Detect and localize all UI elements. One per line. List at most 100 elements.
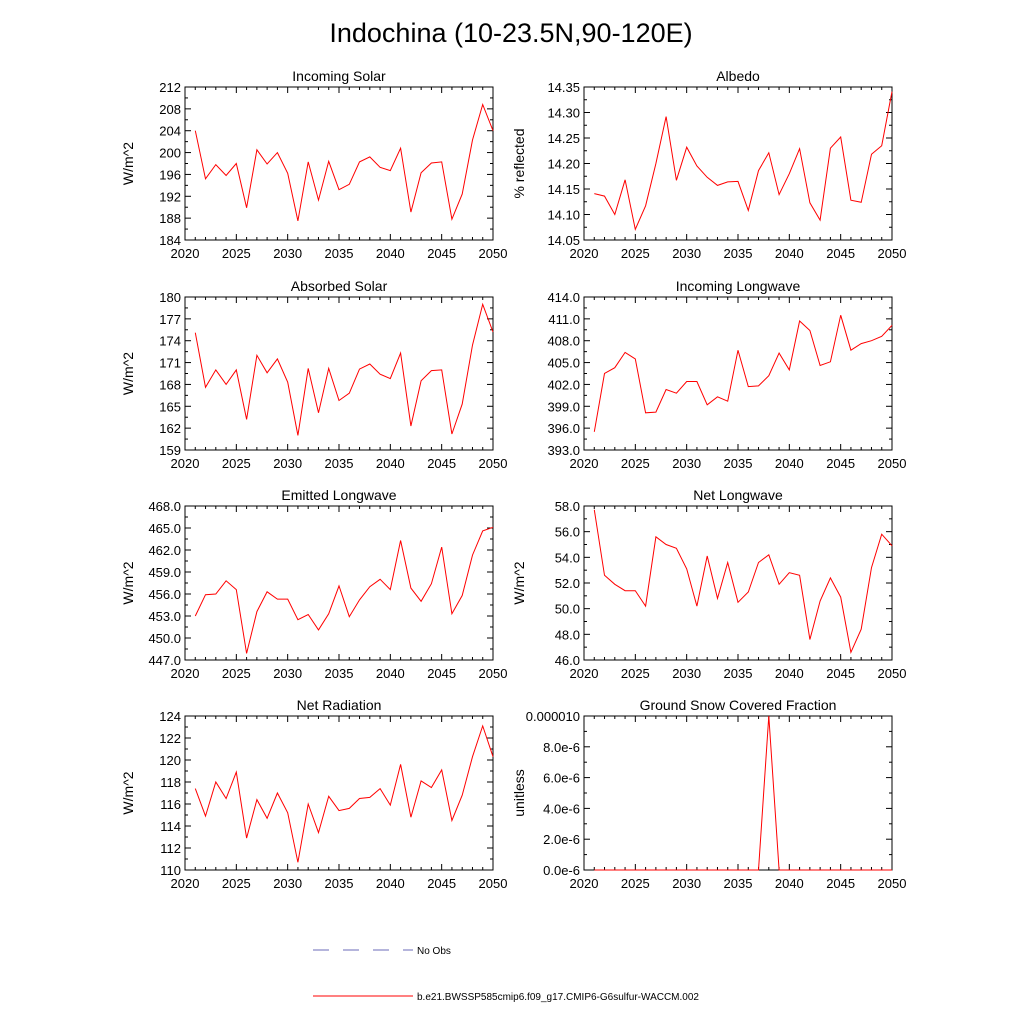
y-axis-label: W/m^2 (120, 771, 136, 814)
plot-frame (583, 296, 893, 451)
y-tick-label: 14.05 (547, 233, 580, 248)
x-tick-label: 2045 (427, 456, 456, 471)
panel-incoming-longwave: Incoming Longwave 2020 2025 2030 2035 2040 204… (547, 278, 906, 471)
x-tick-label: 2030 (273, 456, 302, 471)
y-tick-label: 110 (160, 863, 181, 878)
x-tick-label: 2045 (826, 246, 855, 261)
x-tick-label: 2030 (672, 876, 701, 891)
y-tick-label: 447.0 (148, 653, 181, 668)
y-tick-label: 450.0 (148, 631, 181, 646)
x-tick-label: 2020 (570, 666, 599, 681)
series-line (194, 302, 494, 436)
y-tick-label: 192 (159, 189, 181, 204)
y-tick-label: 468.0 (148, 499, 181, 514)
x-tick-label: 2050 (878, 876, 907, 891)
x-tick-label: 2025 (621, 246, 650, 261)
panels-container: Incoming Solar 2020 2025 2030 2035 2040 2045 20… (120, 68, 906, 891)
panel-net-radiation: Net Radiation 2020 2025 2030 2035 2040 2045 205… (120, 697, 507, 891)
plot-frame (184, 86, 494, 241)
y-tick-label: 162 (159, 421, 181, 436)
x-tick-label: 2040 (376, 246, 405, 261)
x-tick-label: 2035 (325, 456, 354, 471)
panel-title: Albedo (716, 68, 760, 84)
x-tick-label: 2020 (171, 666, 200, 681)
y-tick-label: 456.0 (148, 587, 181, 602)
x-tick-label: 2020 (570, 456, 599, 471)
x-tick-label: 2050 (878, 666, 907, 681)
plot-frame (184, 296, 494, 451)
y-tick-label: 393.0 (547, 443, 580, 458)
y-tick-label: 171 (159, 356, 181, 371)
x-tick-label: 2030 (672, 246, 701, 261)
y-axis-label: W/m^2 (120, 142, 136, 185)
y-tick-label: 402.0 (547, 377, 580, 392)
y-tick-label: 180 (159, 290, 181, 305)
panel-title: Ground Snow Covered Fraction (640, 697, 837, 713)
x-tick-label: 2040 (376, 876, 405, 891)
x-tick-label: 2025 (222, 456, 251, 471)
x-tick-label: 2035 (325, 246, 354, 261)
y-tick-label: 124 (159, 709, 181, 724)
x-tick-label: 2020 (570, 876, 599, 891)
y-tick-label: 2.0e-6 (543, 832, 580, 847)
series-line (594, 715, 892, 871)
y-tick-label: 52.0 (555, 576, 580, 591)
y-tick-label: 14.20 (547, 157, 580, 172)
panel-title: Incoming Solar (292, 68, 386, 84)
x-tick-label: 2025 (621, 456, 650, 471)
x-tick-label: 2045 (427, 666, 456, 681)
y-tick-label: 4.0e-6 (543, 801, 580, 816)
x-tick-label: 2030 (273, 246, 302, 261)
x-tick-label: 2025 (621, 666, 650, 681)
y-tick-label: 14.35 (547, 80, 580, 95)
y-tick-label: 159 (159, 443, 181, 458)
y-tick-label: 14.25 (547, 131, 580, 146)
y-tick-label: 48.0 (555, 627, 580, 642)
x-tick-label: 2035 (325, 876, 354, 891)
x-tick-label: 2045 (826, 456, 855, 471)
x-tick-label: 2050 (878, 456, 907, 471)
x-tick-label: 2030 (672, 456, 701, 471)
x-tick-label: 2030 (273, 876, 302, 891)
panel-title: Absorbed Solar (291, 278, 388, 294)
panel-title: Net Longwave (693, 487, 783, 503)
y-tick-label: 50.0 (555, 602, 580, 617)
y-tick-label: 405.0 (547, 356, 580, 371)
x-tick-label: 2025 (222, 666, 251, 681)
y-tick-label: 0.0e-6 (543, 863, 580, 878)
x-tick-label: 2020 (171, 876, 200, 891)
series-line (594, 91, 893, 231)
panel-title: Net Radiation (297, 697, 382, 713)
y-tick-label: 188 (159, 211, 181, 226)
x-tick-label: 2050 (479, 456, 508, 471)
y-tick-label: 200 (159, 146, 181, 161)
x-tick-label: 2050 (479, 246, 508, 261)
y-tick-label: 54.0 (555, 550, 580, 565)
y-tick-label: 122 (159, 731, 181, 746)
legend-obs-label: No Obs (417, 946, 451, 957)
x-tick-label: 2025 (621, 876, 650, 891)
y-axis-label: W/m^2 (511, 561, 527, 604)
panel-albedo: Albedo 2020 2025 2030 2035 2040 2045 2050 14.05 1… (511, 68, 906, 261)
y-tick-label: 408.0 (547, 334, 580, 349)
x-tick-label: 2020 (570, 246, 599, 261)
x-tick-label: 2040 (775, 666, 804, 681)
legend-model-label: b.e21.BWSSP585cmip6.f09_g17.CMIP6-G6sulf… (417, 992, 699, 1003)
y-tick-label: 56.0 (555, 525, 580, 540)
y-tick-label: 208 (159, 102, 181, 117)
y-tick-label: 459.0 (148, 565, 181, 580)
series-line (194, 724, 494, 863)
panel-title: Emitted Longwave (281, 487, 396, 503)
x-tick-label: 2050 (878, 246, 907, 261)
figure-title: Indochina (10-23.5N,90-120E) (329, 18, 692, 48)
panel-absorbed-solar: Absorbed Solar 2020 2025 2030 2035 2040 2045 20… (120, 278, 507, 471)
y-tick-label: 8.0e-6 (543, 740, 580, 755)
plot-frame (583, 505, 893, 661)
x-tick-label: 2040 (376, 456, 405, 471)
y-tick-label: 184 (159, 233, 181, 248)
y-tick-label: 14.30 (547, 106, 580, 121)
x-tick-label: 2040 (376, 666, 405, 681)
x-tick-label: 2045 (427, 876, 456, 891)
panel-emitted-longwave: Emitted Longwave 2020 2025 2030 2035 2040 2045… (120, 487, 507, 681)
